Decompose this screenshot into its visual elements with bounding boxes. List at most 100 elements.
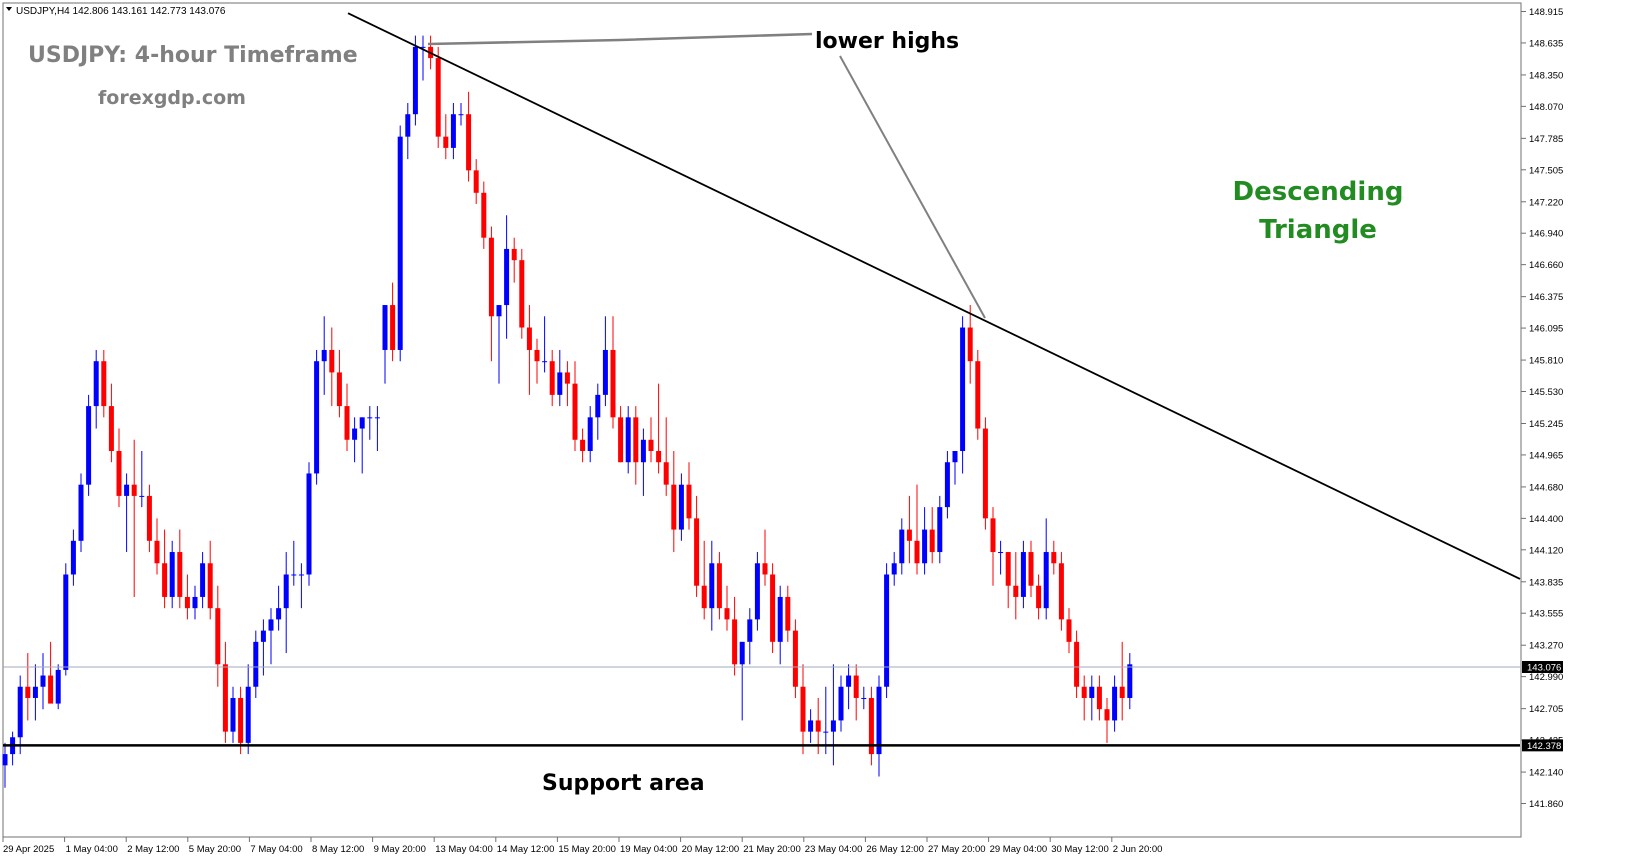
y-tick-label: 144.400 bbox=[1529, 514, 1563, 525]
candle bbox=[32, 664, 38, 721]
current-price-box bbox=[1522, 660, 1563, 673]
pointer-line-first-high bbox=[427, 32, 813, 46]
candle-body bbox=[207, 563, 213, 609]
dropdown-triangle-icon[interactable] bbox=[6, 7, 12, 11]
candle bbox=[526, 305, 532, 395]
candle-body bbox=[625, 417, 631, 463]
pointer-line-second-high bbox=[839, 55, 986, 319]
candle bbox=[618, 406, 624, 463]
x-tick-label: 20 May 12:00 bbox=[682, 844, 740, 855]
candle bbox=[397, 125, 403, 362]
lower-highs-label: lower highs bbox=[815, 29, 959, 54]
candle bbox=[952, 451, 958, 485]
candle bbox=[374, 406, 380, 452]
candle bbox=[222, 641, 228, 743]
candle-body bbox=[800, 686, 806, 732]
candle bbox=[823, 686, 829, 755]
candle bbox=[792, 619, 798, 698]
candle-body bbox=[276, 608, 282, 620]
website-label: forexgdp.com bbox=[98, 87, 246, 109]
candle bbox=[739, 641, 745, 721]
candle bbox=[390, 282, 396, 362]
candle bbox=[808, 709, 814, 743]
candle bbox=[899, 518, 905, 575]
candle-body bbox=[549, 361, 555, 395]
candle bbox=[678, 473, 684, 541]
candle-body bbox=[405, 114, 411, 137]
candle bbox=[602, 316, 608, 407]
candle bbox=[314, 349, 320, 485]
candle bbox=[944, 451, 950, 519]
candle bbox=[914, 484, 920, 575]
candle bbox=[276, 585, 282, 631]
y-tick-label: 147.785 bbox=[1529, 134, 1563, 145]
candle bbox=[572, 361, 578, 452]
candle-body bbox=[215, 608, 221, 665]
time-axis[interactable]: 29 Apr 2025 1 May 04:00 2 May 12:00 5 May 2… bbox=[2, 837, 1162, 855]
candle-body bbox=[435, 58, 441, 137]
price-axis[interactable]: 148.915 148.635 148.350 148.070 147.785 147.5… bbox=[1521, 7, 1563, 810]
candle bbox=[344, 383, 350, 452]
candle-body bbox=[443, 136, 449, 148]
descending-trendline[interactable] bbox=[347, 12, 1521, 580]
candle bbox=[306, 462, 312, 586]
candle-body bbox=[929, 529, 935, 553]
candle bbox=[534, 338, 540, 384]
candle bbox=[732, 596, 738, 676]
candle-body bbox=[2, 754, 8, 766]
candle bbox=[215, 585, 221, 687]
candle bbox=[382, 305, 388, 384]
candle-body bbox=[732, 619, 738, 665]
candle bbox=[268, 608, 274, 665]
candle-body bbox=[975, 361, 981, 429]
candle bbox=[139, 451, 145, 508]
overlay-lines bbox=[3, 12, 1521, 747]
candle-body bbox=[329, 349, 335, 373]
candle bbox=[709, 540, 715, 631]
candle bbox=[192, 585, 198, 620]
candle bbox=[63, 563, 69, 676]
candle-body bbox=[526, 327, 532, 350]
candle-body bbox=[739, 641, 745, 665]
candle-body bbox=[633, 417, 639, 463]
y-tick-label: 142.705 bbox=[1529, 704, 1563, 715]
candle-body bbox=[184, 596, 190, 609]
candle-body bbox=[116, 451, 122, 496]
candle-body bbox=[86, 406, 92, 485]
candle-body bbox=[230, 697, 236, 732]
candle-body bbox=[40, 675, 46, 687]
candle bbox=[504, 215, 510, 339]
candle-body bbox=[245, 686, 251, 743]
candle-body bbox=[884, 574, 890, 687]
candle-body bbox=[374, 417, 380, 419]
x-tick-label: 23 May 04:00 bbox=[805, 844, 863, 855]
candle-body bbox=[131, 484, 137, 496]
y-tick-label: 148.070 bbox=[1529, 102, 1563, 113]
y-tick-label: 144.680 bbox=[1529, 482, 1563, 493]
candle bbox=[595, 383, 601, 440]
candle-body bbox=[1081, 686, 1087, 698]
candle-body bbox=[32, 686, 38, 698]
candle bbox=[1058, 552, 1064, 631]
y-tick-label: 146.095 bbox=[1529, 324, 1563, 335]
candle bbox=[640, 428, 646, 496]
candle-body bbox=[671, 484, 677, 530]
candle-body bbox=[488, 237, 494, 317]
pattern-label-line2: Triangle bbox=[1259, 215, 1377, 245]
x-tick-label: 1 May 04:00 bbox=[66, 844, 118, 855]
candle-body bbox=[686, 484, 692, 519]
y-tick-label: 144.120 bbox=[1529, 545, 1563, 556]
candle-body bbox=[572, 383, 578, 440]
candle-body bbox=[709, 563, 715, 609]
candle bbox=[686, 462, 692, 530]
candle bbox=[891, 552, 897, 586]
candle-body bbox=[640, 439, 646, 463]
current-price-label: 143.076 bbox=[1527, 662, 1561, 673]
candle bbox=[549, 349, 555, 407]
candle bbox=[184, 574, 190, 620]
candle bbox=[1119, 641, 1125, 721]
candle bbox=[40, 653, 46, 710]
pattern-label-line1: Descending bbox=[1233, 177, 1404, 207]
candle-body bbox=[876, 686, 882, 755]
candle-body bbox=[846, 675, 852, 687]
